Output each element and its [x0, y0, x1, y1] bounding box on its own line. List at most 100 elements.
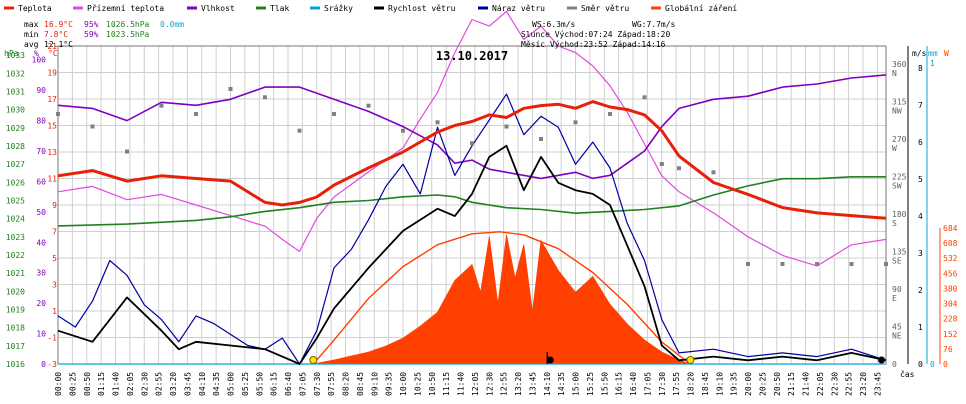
axis-tick-pct: 70	[36, 147, 46, 156]
axis-tick-wm2: 684	[943, 224, 958, 233]
x-tick-label: 10:00	[399, 372, 408, 396]
stat-label: max	[24, 20, 39, 29]
x-tick-label: 12:55	[500, 372, 509, 396]
legend-label: Teplota	[18, 4, 52, 13]
x-tick-label: 22:55	[845, 372, 854, 396]
axis-tick-hpa: 1016	[6, 360, 25, 369]
x-tick-label: 19:35	[730, 372, 739, 396]
axis-tick-ms: 2	[918, 286, 923, 295]
wind-direction-point	[504, 124, 509, 129]
x-tick-label: 03:20	[169, 372, 178, 396]
x-tick-label: 11:40	[457, 372, 466, 396]
wind-direction-point	[642, 95, 647, 100]
x-tick-label: 19:10	[715, 372, 724, 396]
x-tick-label: 06:15	[270, 372, 279, 396]
axis-tick-dir: SE	[892, 257, 902, 266]
legend-label: Globální záření	[665, 4, 737, 13]
axis-tick-hpa: 1026	[6, 178, 25, 187]
wind-direction-point	[263, 95, 267, 100]
axis-tick-dir: 225	[892, 173, 907, 182]
axis-tick-degc: -3	[47, 360, 57, 369]
axis-tick-hpa: 1019	[6, 305, 25, 314]
legend-label: Vlhkost	[201, 4, 235, 13]
stat-label: avg	[24, 40, 39, 49]
wind-direction-point	[401, 128, 405, 133]
wind-direction-point	[780, 262, 785, 266]
axis-tick-hpa: 1022	[6, 251, 25, 260]
axis-tick-dir: 45	[892, 323, 902, 332]
axis-title-hpa: hPa	[4, 49, 19, 58]
axis-tick-dir: E	[892, 294, 897, 303]
wind-direction-point	[659, 162, 664, 166]
stat-value: 59%	[84, 30, 99, 39]
axis-tick-degc: 19	[47, 69, 57, 78]
axis-tick-hpa: 1024	[6, 215, 25, 224]
stat-value: 0.0mm	[160, 20, 184, 29]
axis-tick-hpa: 1023	[6, 233, 25, 242]
axis-tick-dir: NW	[892, 107, 902, 116]
legend-label: Přízemní teplota	[87, 4, 164, 13]
axis-tick-degc: 11	[47, 175, 57, 184]
series-theoretical-radiation	[312, 231, 691, 365]
axis-tick-dir: SW	[892, 182, 902, 191]
x-tick-label: 02:05	[126, 372, 135, 396]
x-tick-label: 00:50	[83, 372, 92, 396]
axis-tick-pct: 60	[36, 177, 46, 186]
axis-tick-wm2: 608	[943, 239, 958, 248]
x-tick-label: 08:45	[356, 372, 365, 396]
x-tick-label: 06:40	[284, 372, 293, 396]
series-humidity	[57, 74, 887, 180]
axis-tick-degc: 21	[47, 42, 57, 51]
axis-tick-pct: 90	[36, 86, 46, 95]
x-tick-label: 04:10	[198, 372, 207, 396]
series-wind-gust	[57, 93, 887, 365]
x-tick-label: 13:20	[514, 372, 523, 396]
info-moon: Měsíc Východ:23:52 Západ:14:16	[521, 40, 666, 49]
axis-tick-degc: 15	[47, 122, 57, 131]
legend-label: Směr větru	[581, 4, 629, 13]
axis-tick-hpa: 1032	[6, 69, 25, 78]
axis-tick-hpa: 1029	[6, 124, 25, 133]
wind-direction-point	[228, 87, 233, 91]
axis-tick-pct: 10	[36, 330, 46, 339]
axis-tick-degc: 5	[52, 254, 57, 263]
x-axis-label: čas	[900, 369, 915, 379]
stat-value: 1023.5hPa	[106, 30, 150, 39]
x-tick-label: 08:20	[342, 372, 351, 396]
axis-tick-ms: 1	[918, 323, 923, 332]
stat-label: min	[24, 30, 39, 39]
axis-tick-hpa: 1020	[6, 287, 25, 296]
x-tick-label: 17:30	[658, 372, 667, 396]
axis-tick-wm2: 152	[943, 330, 958, 339]
x-tick-label: 11:15	[442, 372, 451, 396]
x-tick-label: 05:50	[255, 372, 264, 396]
chart-title: 13.10.2017	[436, 49, 508, 63]
axis-title-mm: mm	[928, 49, 938, 58]
wind-direction-point	[56, 112, 60, 116]
wind-direction-point	[90, 124, 95, 129]
axis-tick-wm2: 76	[943, 345, 953, 354]
axis-tick-hpa: 1027	[6, 160, 25, 169]
x-tick-label: 10:25	[413, 372, 422, 396]
wind-direction-point	[435, 120, 440, 125]
axis-tick-wm2: 0	[943, 360, 948, 369]
x-tick-label: 23:45	[873, 372, 882, 396]
series-ground-temperature	[57, 10, 887, 267]
axis-tick-dir: 135	[892, 248, 907, 257]
x-tick-label: 00:00	[54, 372, 63, 396]
axis-tick-degc: 17	[47, 95, 57, 104]
x-tick-label: 20:50	[773, 372, 782, 396]
x-tick-label: 07:55	[327, 372, 336, 396]
wind-direction-point	[159, 103, 164, 108]
stat-value: 95%	[84, 20, 99, 29]
x-tick-label: 10:50	[428, 372, 437, 396]
axis-tick-degc: 9	[52, 201, 57, 210]
x-tick-label: 16:40	[629, 372, 638, 396]
wind-direction-point	[608, 112, 612, 116]
x-tick-label: 21:15	[787, 372, 796, 396]
info-sun: Slunce Východ:07:24 Západ:18:20	[521, 30, 670, 39]
x-tick-label: 05:25	[241, 372, 250, 396]
wind-direction-point	[746, 262, 750, 266]
x-tick-label: 23:20	[859, 372, 868, 396]
